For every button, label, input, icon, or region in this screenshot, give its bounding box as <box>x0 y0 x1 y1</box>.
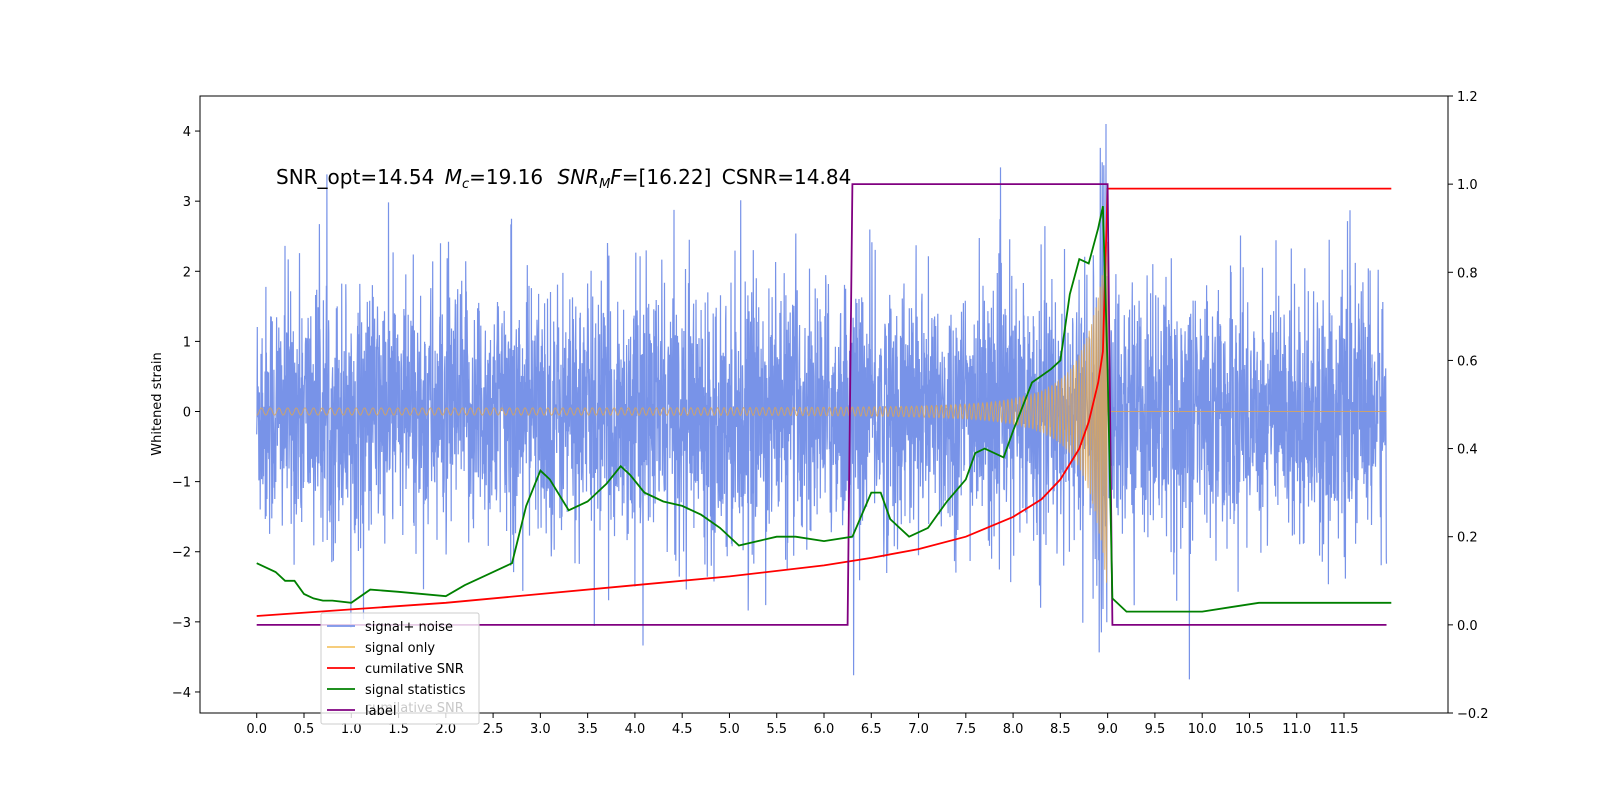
x-tick-label: 8.5 <box>1050 722 1071 737</box>
legend-label: signal statistics <box>365 683 466 698</box>
y-left-tick-label: −2 <box>172 546 191 561</box>
legend: cumilative SNR signal+ noise signal only c… <box>320 612 480 725</box>
x-tick-label: 1.5 <box>388 722 409 737</box>
x-tick-label: 10.5 <box>1235 722 1264 737</box>
x-tick-label: 4.0 <box>625 722 646 737</box>
x-tick-label: 10.0 <box>1188 722 1217 737</box>
x-tick-label: 2.0 <box>435 722 456 737</box>
y-left-tick-label: 1 <box>183 335 191 350</box>
legend-ghost-text: cumilative SNR <box>365 701 464 716</box>
x-tick-label: 0.0 <box>246 722 267 737</box>
x-tick-label: 6.5 <box>861 722 882 737</box>
mc-subscript: c <box>462 177 469 192</box>
y-right-tick-label: 0.4 <box>1457 443 1478 458</box>
snr-mf-subscript: M <box>599 177 610 192</box>
series-cumilative-snr <box>256 187 1392 617</box>
x-tick-label: 6.0 <box>814 722 835 737</box>
series-signal-statistics <box>256 206 1392 613</box>
y-left-tick-label: −3 <box>172 616 191 631</box>
y-right-tick-label: 0.0 <box>1457 619 1478 634</box>
signal-only-series <box>256 241 1387 583</box>
snr-mf-symbol: SNR <box>558 165 600 189</box>
x-tick-label: 8.0 <box>1003 722 1024 737</box>
x-tick-label: 1.0 <box>341 722 362 737</box>
y-left-tick-label: 2 <box>183 265 191 280</box>
y-left-tick-label: 3 <box>183 195 191 210</box>
x-tick-label: 7.5 <box>955 722 976 737</box>
y-axis-label: Whitened strain <box>150 352 165 455</box>
x-tick-label: 3.5 <box>577 722 598 737</box>
x-tick-label: 2.5 <box>483 722 504 737</box>
snr-mf-f: F <box>610 165 622 189</box>
x-tick-label: 3.0 <box>530 722 551 737</box>
series-label <box>256 183 1387 626</box>
y-left-tick-label: 0 <box>183 406 191 421</box>
y-left-tick-label: 4 <box>183 125 191 140</box>
signal-only-line <box>256 241 1387 583</box>
y-right-tick-label: 0.6 <box>1457 354 1478 369</box>
mc-value: =19.16 <box>469 165 543 189</box>
legend-label: signal only <box>365 641 435 656</box>
snr-opt-text: SNR_opt=14.54 <box>276 165 434 189</box>
x-tick-label: 11.0 <box>1282 722 1311 737</box>
x-tick-label: 9.5 <box>1145 722 1166 737</box>
csnr-text: CSNR=14.84 <box>722 165 852 189</box>
legend-label: label <box>365 704 396 719</box>
overlay-lines <box>256 183 1392 626</box>
y-left-tick-label: −4 <box>172 686 191 701</box>
signal-noise-series <box>256 123 1388 680</box>
x-tick-label: 11.5 <box>1330 722 1359 737</box>
x-tick-label: 4.5 <box>672 722 693 737</box>
legend-label: cumilative SNR <box>365 662 464 677</box>
signal-noise-line <box>256 123 1388 680</box>
x-tick-label: 5.0 <box>719 722 740 737</box>
y-right-tick-label: 1.0 <box>1457 178 1478 193</box>
y-axis-left: 4 3 2 1 0 −1 −2 −3 −4 <box>172 125 200 701</box>
y-left-tick-label: −1 <box>172 476 191 491</box>
annotation-text: SNR_opt=14.54 Mc=19.16 SNRMF=[16.22] CSN… <box>276 165 851 192</box>
y-right-tick-label: 0.8 <box>1457 266 1478 281</box>
x-tick-label: 0.5 <box>294 722 315 737</box>
snr-mf-value: =[16.22] <box>622 165 712 189</box>
legend-box <box>320 612 480 725</box>
legend-label: signal+ noise <box>365 620 453 635</box>
x-tick-label: 5.5 <box>766 722 787 737</box>
y-right-tick-label: −0.2 <box>1457 707 1489 722</box>
x-tick-label: 9.0 <box>1097 722 1118 737</box>
y-axis-right: 1.2 1.0 0.8 0.6 0.4 0.2 0.0 −0.2 <box>1448 90 1489 722</box>
y-right-tick-label: 0.2 <box>1457 531 1478 546</box>
y-right-tick-label: 1.2 <box>1457 90 1478 105</box>
x-tick-label: 7.0 <box>908 722 929 737</box>
x-axis: 0.0 0.5 1.0 1.5 2.0 2.5 3.0 3.5 4.0 4.5 5.0 5.5 6.0 6… <box>246 713 1358 737</box>
mc-symbol: M <box>445 165 462 189</box>
